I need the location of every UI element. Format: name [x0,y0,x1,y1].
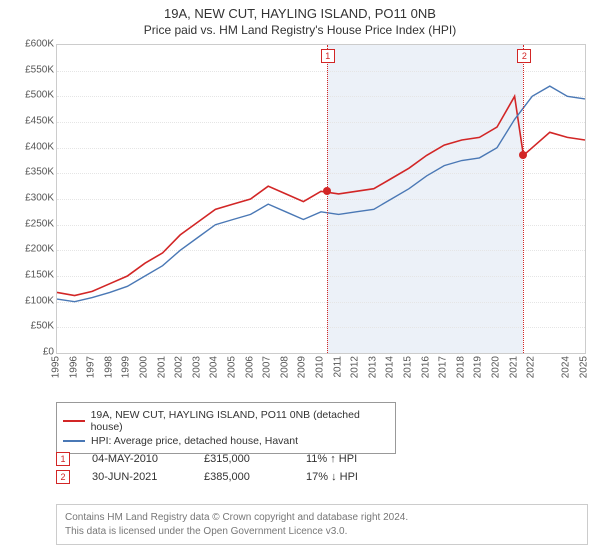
x-axis-label: 2000 [139,356,150,378]
legend-box: 19A, NEW CUT, HAYLING ISLAND, PO11 0NB (… [56,402,396,454]
y-axis-label: £350K [10,167,54,178]
x-axis-label: 2002 [174,356,185,378]
y-axis-label: £0 [10,347,54,358]
y-axis-label: £250K [10,218,54,229]
event-vline [327,45,328,353]
y-axis-label: £50K [10,321,54,332]
x-axis-label: 2017 [438,356,449,378]
chart-svg [57,45,585,353]
x-axis-label: 2015 [403,356,414,378]
plot-area: 12 [56,44,586,354]
x-axis-label: 2025 [579,356,590,378]
event-row: 2 30-JUN-2021 £385,000 17% ↓ HPI [56,470,358,484]
x-axis-label: 2018 [455,356,466,378]
x-axis-label: 2013 [367,356,378,378]
y-axis-label: £300K [10,193,54,204]
y-axis-label: £550K [10,64,54,75]
y-axis-label: £100K [10,295,54,306]
y-axis-label: £150K [10,270,54,281]
x-axis-label: 1995 [51,356,62,378]
x-axis-label: 2008 [279,356,290,378]
attribution-footer: Contains HM Land Registry data © Crown c… [56,504,588,545]
event-dot [519,151,527,159]
x-axis-label: 1998 [103,356,114,378]
x-axis-label: 2001 [156,356,167,378]
x-axis-label: 2006 [244,356,255,378]
page-title: 19A, NEW CUT, HAYLING ISLAND, PO11 0NB [0,6,600,21]
page-subtitle: Price paid vs. HM Land Registry's House … [0,23,600,37]
x-axis-label: 1999 [121,356,132,378]
event-delta: 11% ↑ HPI [306,453,357,465]
event-date: 04-MAY-2010 [92,453,182,465]
x-axis-label: 2010 [315,356,326,378]
event-dot [323,187,331,195]
legend-item: 19A, NEW CUT, HAYLING ISLAND, PO11 0NB (… [63,409,389,433]
x-axis-label: 2021 [508,356,519,378]
x-axis-label: 2020 [491,356,502,378]
x-axis-label: 2016 [420,356,431,378]
event-marker-box: 2 [517,49,531,63]
x-axis-label: 2003 [191,356,202,378]
x-axis-label: 2019 [473,356,484,378]
event-delta: 17% ↓ HPI [306,471,358,483]
series-property [57,96,585,295]
y-axis-label: £450K [10,116,54,127]
legend-label: 19A, NEW CUT, HAYLING ISLAND, PO11 0NB (… [91,409,389,433]
x-axis-label: 2024 [561,356,572,378]
y-axis-label: £600K [10,39,54,50]
event-price: £315,000 [204,453,284,465]
x-axis-label: 2005 [227,356,238,378]
y-axis-label: £200K [10,244,54,255]
x-axis-label: 2014 [385,356,396,378]
x-axis-label: 1997 [86,356,97,378]
legend-label: HPI: Average price, detached house, Hava… [91,435,298,447]
legend-swatch [63,420,85,422]
legend-item: HPI: Average price, detached house, Hava… [63,435,389,447]
x-axis-label: 2022 [526,356,537,378]
footer-line: This data is licensed under the Open Gov… [65,525,579,539]
legend-swatch [63,440,85,442]
event-row: 1 04-MAY-2010 £315,000 11% ↑ HPI [56,452,358,466]
event-marker-box: 1 [321,49,335,63]
events-table: 1 04-MAY-2010 £315,000 11% ↑ HPI 2 30-JU… [56,448,358,488]
x-axis-label: 2004 [209,356,220,378]
x-axis-label: 2012 [350,356,361,378]
event-marker: 1 [56,452,70,466]
event-vline [523,45,524,353]
x-axis-label: 2007 [262,356,273,378]
footer-line: Contains HM Land Registry data © Crown c… [65,511,579,525]
x-axis-label: 1996 [68,356,79,378]
event-price: £385,000 [204,471,284,483]
x-axis-label: 2009 [297,356,308,378]
chart-area: 12 £0£50K£100K£150K£200K£250K£300K£350K£… [8,44,592,394]
event-date: 30-JUN-2021 [92,471,182,483]
x-axis-label: 2011 [332,356,343,378]
y-axis-label: £500K [10,90,54,101]
y-axis-label: £400K [10,141,54,152]
event-marker: 2 [56,470,70,484]
